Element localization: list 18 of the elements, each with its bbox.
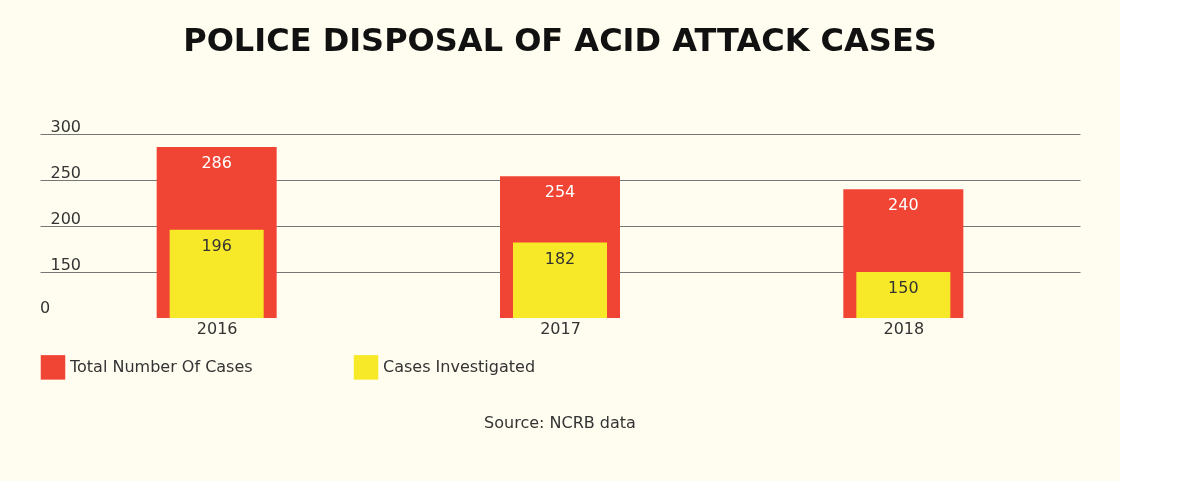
data-label: 150 <box>888 278 919 297</box>
y-tick-label: 250 <box>50 162 82 182</box>
y-tick-label: 200 <box>50 208 82 228</box>
legend-label: Total Number Of Cases <box>69 357 253 377</box>
x-tick-label: 2016 <box>196 318 238 338</box>
data-label: 286 <box>201 152 232 172</box>
annotation: 0 <box>40 298 51 317</box>
x-tick-label: 2017 <box>540 318 581 338</box>
x-tick-label: 2018 <box>883 318 925 338</box>
y-tick-label: 150 <box>50 254 82 274</box>
source-note: Source: NCRB data <box>484 413 636 432</box>
chart-title: POLICE DISPOSAL OF ACID ATTACK CASES <box>183 21 937 59</box>
data-label: 240 <box>888 195 919 215</box>
data-label: 196 <box>201 235 232 255</box>
data-label: 254 <box>544 182 576 202</box>
data-label: 182 <box>544 248 576 268</box>
legend-label: Cases Investigated <box>383 357 536 377</box>
y-tick-label: 300 <box>50 116 82 136</box>
